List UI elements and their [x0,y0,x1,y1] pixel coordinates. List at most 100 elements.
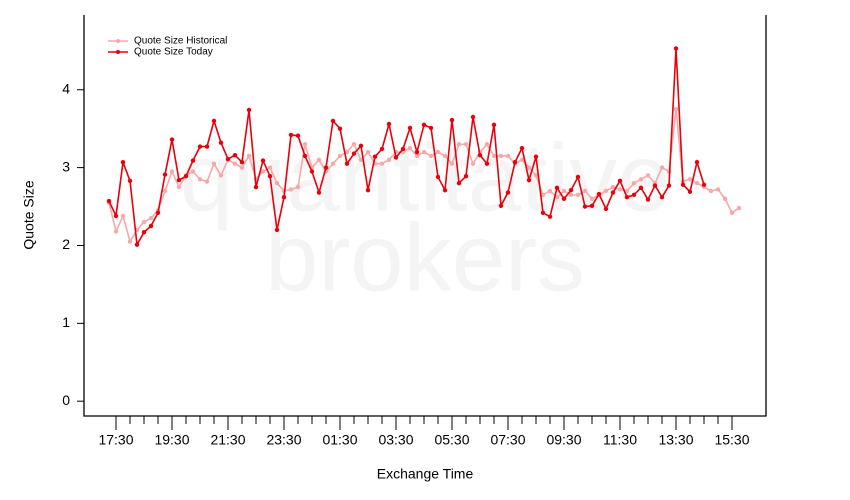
point [610,190,616,195]
point [330,161,336,166]
point [330,118,336,124]
point [512,159,518,165]
point [673,107,679,112]
point [155,210,161,215]
point [358,143,364,149]
point [400,146,406,152]
point [316,157,322,163]
point [631,180,637,186]
point [526,177,532,183]
point [358,157,364,163]
point [645,197,651,202]
x-tick-label: 19:30 [154,432,189,448]
point [344,161,350,166]
x-tick-label: 21:30 [210,432,245,448]
point [127,178,133,184]
y-tick-label: 0 [62,392,70,408]
point [288,187,294,192]
point [190,169,196,174]
point [260,158,266,163]
x-tick-label: 23:30 [266,432,301,448]
point [596,191,602,197]
point [519,157,525,163]
point [260,169,266,174]
point [141,219,147,225]
point [274,180,280,186]
point [288,132,294,138]
point [694,159,700,165]
point [106,198,112,204]
point [421,122,427,127]
point [169,169,175,174]
y-tick-label: 3 [62,158,70,174]
x-tick-label: 13:30 [658,432,693,448]
point [295,133,301,138]
point [407,145,413,151]
point [666,183,672,188]
point [701,182,707,187]
point [540,210,546,215]
point [680,182,686,187]
point [491,153,497,159]
point [435,149,441,155]
series-line [108,48,705,248]
point [302,142,308,147]
point [176,184,182,190]
point [561,188,567,194]
point [225,156,231,162]
y-tick-label: 1 [62,314,70,330]
point [526,165,532,170]
point [218,140,224,145]
x-tick-label: 09:30 [546,432,581,448]
point [386,121,392,127]
point [337,126,343,131]
point [407,125,413,131]
point [113,229,119,234]
point [239,165,245,170]
x-tick-label: 05:30 [434,432,469,448]
point [470,114,476,120]
point [113,213,119,219]
point [435,174,441,180]
point [652,183,658,188]
axis-frame [83,15,767,417]
point [148,223,154,229]
point [309,169,315,174]
point [162,188,168,194]
point [477,152,483,158]
point [540,192,546,198]
point [246,107,252,113]
point [204,179,210,184]
point [379,146,385,152]
point [120,213,126,219]
point [533,173,539,178]
point [197,144,203,149]
point [603,206,609,212]
point [351,151,357,156]
point [498,203,504,208]
point [323,165,329,170]
x-tick-label: 15:30 [714,432,749,448]
point [505,190,511,195]
point [365,187,371,193]
legend-label: Quote Size Today [134,47,213,58]
point [547,214,553,219]
point [694,180,700,186]
point [295,184,301,190]
point [715,187,721,192]
point [603,188,609,194]
point [351,142,357,147]
point [421,149,427,155]
point [582,204,588,209]
point [456,142,462,147]
point [302,153,308,159]
point [127,239,133,244]
point [428,153,434,159]
point [589,196,595,201]
point [428,125,434,131]
point [442,187,448,193]
point [463,142,469,147]
point [484,161,490,166]
point [687,177,693,182]
point [638,185,644,191]
